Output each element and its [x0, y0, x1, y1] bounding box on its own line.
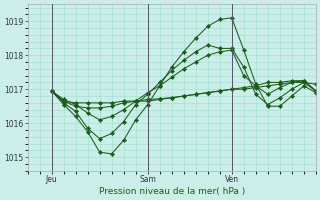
- X-axis label: Pression niveau de la mer( hPa ): Pression niveau de la mer( hPa ): [99, 187, 245, 196]
